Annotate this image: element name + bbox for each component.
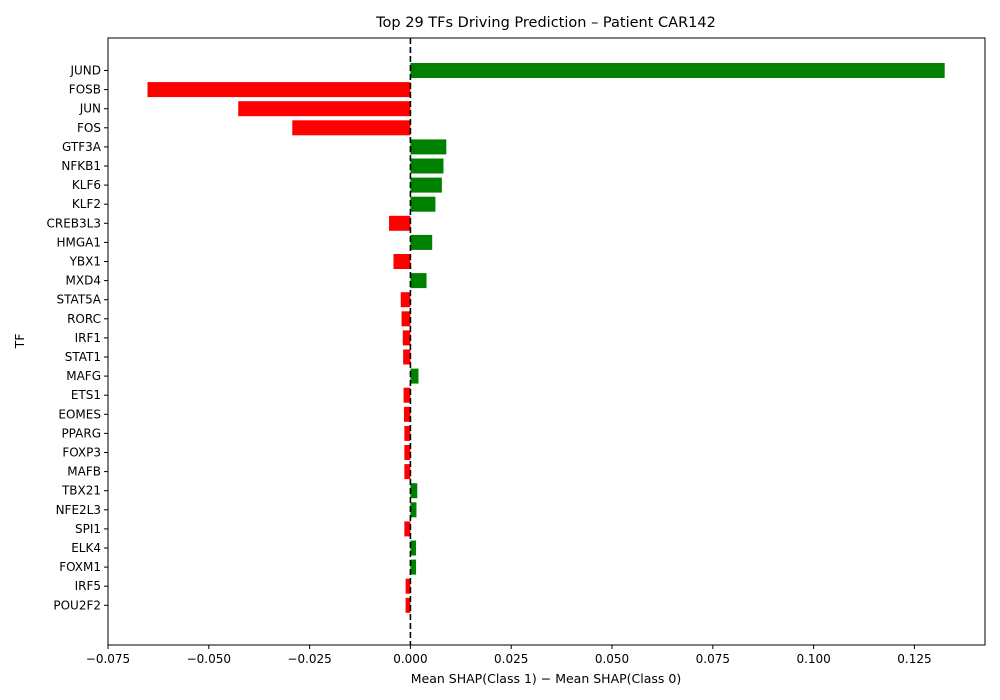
bar-mafb (404, 464, 411, 480)
y-tick-label-gtf3a: GTF3A (62, 140, 102, 154)
y-tick-label-hmga1: HMGA1 (56, 235, 101, 249)
bar-elk4 (410, 540, 417, 556)
bar-irf1 (402, 330, 411, 346)
y-tick-label-irf5: IRF5 (75, 579, 101, 593)
bar-ybx1 (393, 254, 411, 269)
bar-fosb (147, 82, 411, 98)
bar-pou2f2 (405, 597, 411, 613)
x-tick-label-1: −0.050 (187, 652, 231, 666)
x-tick-label-5: 0.050 (595, 652, 629, 666)
x-axis-label: Mean SHAP(Class 1) − Mean SHAP(Class 0) (411, 671, 681, 686)
y-tick-label-stat5a: STAT5A (57, 293, 102, 307)
y-tick-label-klf2: KLF2 (72, 197, 101, 211)
bar-tbx21 (410, 483, 418, 499)
y-tick-label-foxm1: FOXM1 (59, 560, 101, 574)
bar-stat1 (403, 349, 411, 365)
y-tick-label-foxp3: FOXP3 (62, 446, 101, 460)
bar-jun (238, 101, 411, 117)
x-tick-label-7: 0.100 (796, 652, 830, 666)
x-tick-label-8: 0.125 (897, 652, 931, 666)
bar-nfe2l3 (410, 502, 417, 518)
y-tick-label-nfkb1: NFKB1 (61, 159, 101, 173)
y-tick-label-pparg: PPARG (61, 426, 101, 440)
x-tick-label-6: 0.075 (696, 652, 730, 666)
y-tick-label-mafb: MAFB (67, 465, 101, 479)
y-tick-label-creb3l3: CREB3L3 (47, 216, 102, 230)
x-tick-label-3: 0.000 (393, 652, 427, 666)
bar-mxd4 (410, 273, 427, 289)
y-tick-label-nfe2l3: NFE2L3 (56, 503, 101, 517)
y-tick-label-tbx21: TBX21 (61, 484, 101, 498)
y-tick-label-stat1: STAT1 (65, 350, 101, 364)
y-tick-label-klf6: KLF6 (72, 178, 101, 192)
bar-foxp3 (404, 445, 411, 460)
bar-mafg (410, 368, 419, 384)
chart-title: Top 29 TFs Driving Prediction – Patient … (375, 15, 716, 31)
y-tick-label-spi1: SPI1 (75, 522, 101, 536)
bar-gtf3a (410, 139, 447, 155)
y-tick-label-jun: JUN (79, 102, 101, 116)
bar-spi1 (404, 521, 411, 537)
bar-jund (410, 63, 945, 78)
x-tick-label-4: 0.025 (494, 652, 528, 666)
y-tick-label-rorc: RORC (67, 312, 101, 326)
bar-creb3l3 (389, 215, 411, 231)
x-tick-label-0: −0.075 (86, 652, 130, 666)
bar-nfkb1 (410, 158, 444, 174)
bar-rorc (401, 311, 411, 327)
bar-hmga1 (410, 234, 433, 250)
bar-klf2 (410, 196, 436, 212)
plot-area: JUND FOSB JUN FOS GTF3A NFKB1 KLF6 KLF2 CREB3L3 H… (47, 37, 986, 666)
y-tick-label-irf1: IRF1 (75, 331, 101, 345)
y-tick-label-elk4: ELK4 (71, 541, 101, 555)
bar-eomes (403, 406, 411, 422)
y-tick-label-fosb: FOSB (69, 83, 101, 97)
bar-pparg (404, 425, 411, 441)
bar-foxm1 (410, 559, 417, 575)
bar-fos (292, 120, 411, 136)
axes-frame (107, 37, 986, 646)
y-tick-label-fos: FOS (77, 121, 101, 135)
y-tick-label-ets1: ETS1 (71, 388, 101, 402)
y-tick-label-ybx1: YBX1 (69, 255, 101, 269)
bar-klf6 (410, 177, 442, 193)
bar-ets1 (403, 387, 411, 403)
y-tick-label-jund: JUND (69, 64, 101, 78)
y-axis-label: TF (12, 334, 27, 350)
y-tick-label-mafg: MAFG (66, 369, 101, 383)
y-tick-label-eomes: EOMES (58, 407, 101, 421)
y-tick-label-pou2f2: POU2F2 (53, 598, 101, 612)
x-tick-label-2: −0.025 (287, 652, 331, 666)
bar-stat5a (400, 292, 411, 308)
y-tick-label-mxd4: MXD4 (66, 274, 101, 288)
bar-irf5 (405, 578, 411, 594)
